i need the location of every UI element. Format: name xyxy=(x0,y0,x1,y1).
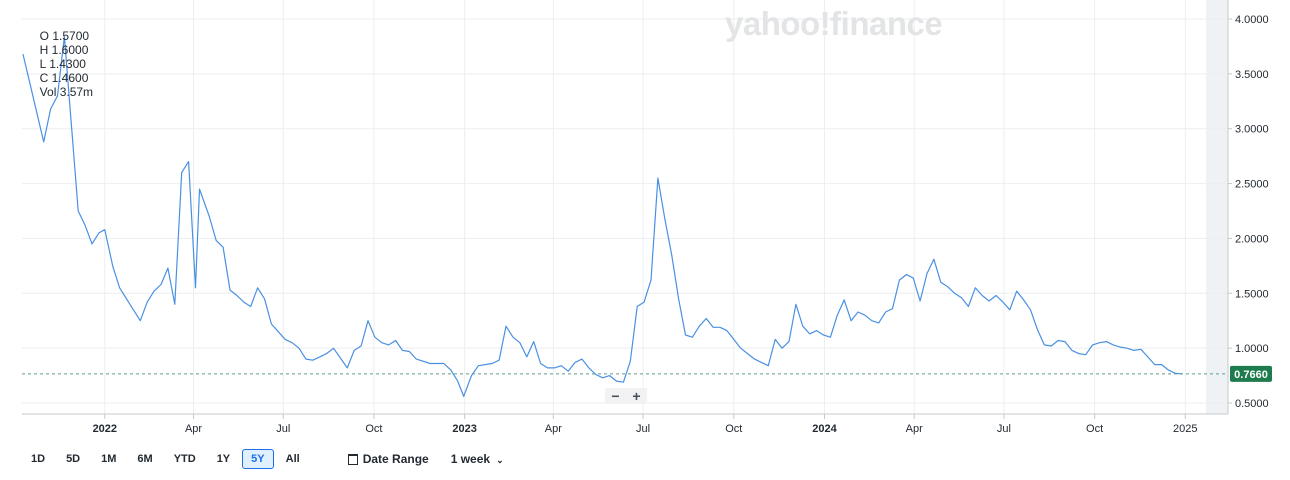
x-tick-label: 2024 xyxy=(812,423,837,435)
range-all-button[interactable]: All xyxy=(285,453,300,465)
price-series-line xyxy=(22,35,1183,397)
volume-value: Vol 3.57m xyxy=(39,85,94,99)
future-band xyxy=(1206,0,1228,414)
x-tick-label: 2023 xyxy=(452,423,476,435)
price-chart[interactable]: 0.5000 1.0000 1.5000 2.0000 2.5000 3.0000 3.50… xyxy=(0,0,1290,440)
x-tick-label: Apr xyxy=(545,423,562,435)
x-tick-label: Oct xyxy=(725,423,742,435)
x-tick-label: 2025 xyxy=(1173,423,1197,435)
x-tick-label: Apr xyxy=(185,423,202,435)
y-tick-label: 1.0000 xyxy=(1235,343,1269,355)
zoom-controls: − + xyxy=(605,388,647,404)
interval-label: 1 week xyxy=(450,452,491,466)
x-tick-label: Jul xyxy=(636,423,650,435)
range-ytd-button[interactable]: YTD xyxy=(173,453,196,465)
last-price-label: 0.7660 xyxy=(1234,369,1268,381)
range-1y-button[interactable]: 1Y xyxy=(216,453,231,465)
date-range-button[interactable]: Date Range xyxy=(347,452,429,466)
range-5d-button[interactable]: 5D xyxy=(66,453,81,465)
last-price-tag xyxy=(1230,365,1272,382)
x-tick-label: Oct xyxy=(1086,423,1103,435)
chart-toolbar: 1D 5D 1M 6M YTD 1Y 5Y All Date Range 1 w… xyxy=(22,449,504,469)
x-tick-label: 2022 xyxy=(93,423,117,435)
calendar-icon xyxy=(347,453,358,465)
x-tick-label: Jul xyxy=(276,423,290,435)
interval-select[interactable]: 1 week ⌄ xyxy=(451,452,504,466)
y-tick-label: 2.0000 xyxy=(1235,233,1269,245)
x-tick-label: Apr xyxy=(906,423,923,435)
zoom-in-button[interactable]: + xyxy=(632,388,641,404)
y-tick-label: 0.5000 xyxy=(1235,398,1269,410)
yahoo-finance-watermark: yahoo!finance xyxy=(725,5,943,42)
x-tick-label: Jul xyxy=(997,423,1011,435)
y-tick-label: 1.5000 xyxy=(1235,288,1269,300)
range-1d-button[interactable]: 1D xyxy=(31,453,46,465)
x-tick-label: Oct xyxy=(365,423,382,435)
open-value: O 1.5700 xyxy=(39,29,90,43)
high-value: H 1.6000 xyxy=(39,43,89,57)
y-tick-label: 2.5000 xyxy=(1235,179,1269,191)
zoom-out-button[interactable]: − xyxy=(611,388,620,404)
y-tick-label: 3.0000 xyxy=(1235,124,1269,136)
ohlc-readout: O 1.5700 H 1.6000 L 1.4300 C 1.4600 Vol … xyxy=(33,15,102,99)
low-value: L 1.4300 xyxy=(39,57,86,71)
chevron-down-icon: ⌄ xyxy=(496,455,504,465)
range-5y-button[interactable]: 5Y xyxy=(242,449,274,469)
range-1m-button[interactable]: 1M xyxy=(101,453,117,465)
range-6m-button[interactable]: 6M xyxy=(137,453,153,465)
date-range-label: Date Range xyxy=(362,452,429,466)
y-tick-label: 3.5000 xyxy=(1235,69,1269,81)
close-value: C 1.4600 xyxy=(39,71,89,85)
y-tick-label: 4.0000 xyxy=(1235,14,1269,26)
